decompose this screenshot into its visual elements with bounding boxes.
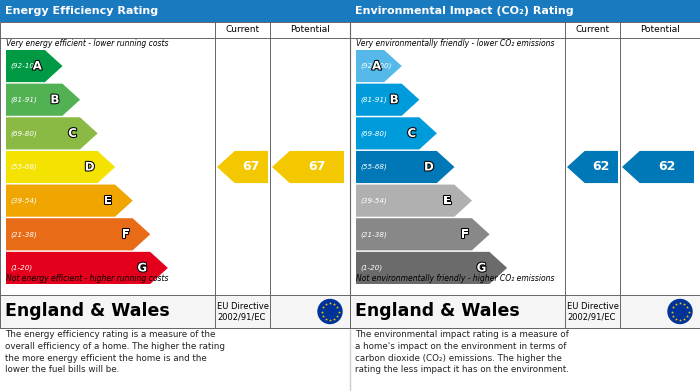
Bar [0,0,350,22]
Text: EU Directive
2002/91/EC: EU Directive 2002/91/EC [567,302,619,321]
Text: (81-91): (81-91) [10,97,37,103]
Text: Potential: Potential [640,25,680,34]
Text: (69-80): (69-80) [10,130,37,136]
Text: G: G [137,262,147,274]
Text: D: D [424,160,434,174]
Text: 62: 62 [658,160,676,174]
Polygon shape [356,151,454,183]
Text: (92-100): (92-100) [10,63,41,69]
Polygon shape [356,117,437,149]
Text: Energy Efficiency Rating: Energy Efficiency Rating [5,6,158,16]
Text: (55-68): (55-68) [360,164,387,170]
Text: (1-20): (1-20) [360,265,382,271]
Text: The environmental impact rating is a measure of
a home's impact on the environme: The environmental impact rating is a mea… [355,330,569,375]
Polygon shape [272,151,344,183]
Text: Environmental Impact (CO₂) Rating: Environmental Impact (CO₂) Rating [355,6,573,16]
Text: B: B [50,93,60,106]
Polygon shape [6,151,116,183]
Bar [0,22,350,328]
Text: 67: 67 [243,160,260,174]
Text: England & Wales: England & Wales [5,303,169,321]
Text: (21-38): (21-38) [10,231,37,238]
Text: (1-20): (1-20) [10,265,32,271]
Text: C: C [407,127,416,140]
Text: (21-38): (21-38) [360,231,387,238]
Circle shape [318,300,342,323]
Polygon shape [217,151,268,183]
Polygon shape [6,50,62,82]
Bar [350,0,700,22]
Text: 67: 67 [308,160,326,174]
Text: Very environmentally friendly - lower CO₂ emissions: Very environmentally friendly - lower CO… [356,39,554,48]
Text: D: D [85,160,95,174]
Text: A: A [372,59,381,73]
Polygon shape [567,151,618,183]
Text: 62: 62 [593,160,610,174]
Polygon shape [356,185,472,217]
Polygon shape [6,84,80,116]
Text: EU Directive
2002/91/EC: EU Directive 2002/91/EC [217,302,269,321]
Text: (55-68): (55-68) [10,164,37,170]
Text: (39-54): (39-54) [10,197,37,204]
Text: B: B [390,93,399,106]
Polygon shape [356,218,489,250]
Polygon shape [356,50,402,82]
Text: Current: Current [225,25,260,34]
Polygon shape [356,252,507,284]
Polygon shape [622,151,694,183]
Polygon shape [6,185,133,217]
Circle shape [668,300,692,323]
Text: (39-54): (39-54) [360,197,387,204]
Bar [0,295,350,328]
Text: (69-80): (69-80) [360,130,387,136]
Text: E: E [443,194,452,207]
Text: (92-100): (92-100) [360,63,391,69]
Text: G: G [477,262,486,274]
Polygon shape [6,117,97,149]
Text: C: C [68,127,77,140]
Text: England & Wales: England & Wales [355,303,519,321]
Text: Not environmentally friendly - higher CO₂ emissions: Not environmentally friendly - higher CO… [356,274,554,283]
Bar [350,295,700,328]
Text: Current: Current [575,25,610,34]
Polygon shape [356,84,419,116]
Text: E: E [104,194,112,207]
Polygon shape [6,218,150,250]
Text: (81-91): (81-91) [360,97,387,103]
Text: Potential: Potential [290,25,330,34]
Text: A: A [33,59,42,73]
Polygon shape [6,252,168,284]
Bar [350,22,700,328]
Text: Very energy efficient - lower running costs: Very energy efficient - lower running co… [6,39,169,48]
Text: The energy efficiency rating is a measure of the
overall efficiency of a home. T: The energy efficiency rating is a measur… [5,330,225,375]
Text: F: F [461,228,469,241]
Text: F: F [122,228,130,241]
Text: Not energy efficient - higher running costs: Not energy efficient - higher running co… [6,274,169,283]
